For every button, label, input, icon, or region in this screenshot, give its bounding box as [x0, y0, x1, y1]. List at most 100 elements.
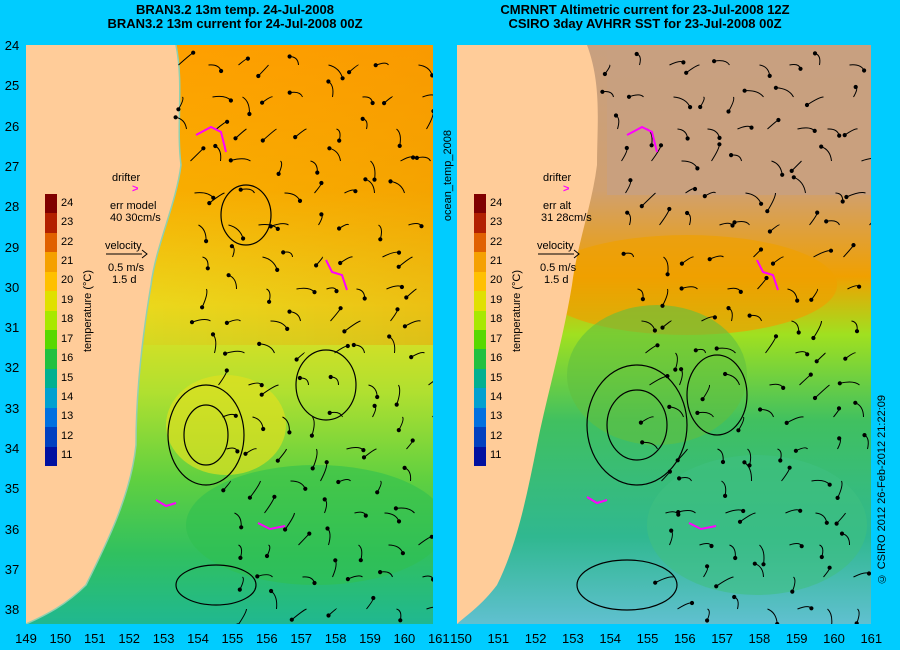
latitude-tick: 25 — [4, 78, 20, 94]
current-vector-head — [640, 440, 645, 445]
current-vector-head — [303, 486, 308, 491]
current-vector-head — [712, 59, 717, 64]
current-vector-head — [326, 613, 331, 618]
current-vector-head — [211, 195, 216, 200]
current-vector-head — [844, 194, 849, 200]
current-vector-head — [351, 342, 356, 348]
current-vector — [702, 384, 711, 400]
current-vector-head — [375, 490, 380, 495]
current-vector — [398, 256, 413, 268]
current-vector-head — [842, 133, 847, 138]
current-vector-head — [808, 372, 813, 377]
colorbar-swatch — [45, 427, 57, 448]
current-vector-head — [809, 297, 814, 302]
current-vector-head — [285, 326, 290, 331]
current-vector — [786, 416, 804, 424]
current-vector-head — [210, 332, 216, 337]
current-vector-head — [732, 220, 737, 225]
current-vector — [344, 320, 361, 332]
left-err-line2: 40 30cm/s — [110, 212, 161, 224]
colorbar-label: 20 — [490, 274, 503, 287]
current-vector-head — [360, 116, 365, 122]
current-vector-head — [297, 375, 302, 381]
longitude-tick-right: 152 — [524, 631, 547, 646]
longitude-tick-right: 161 — [860, 631, 883, 646]
current-vector-head — [431, 577, 433, 582]
right-err-line1: err alt — [543, 200, 572, 212]
current-vector-head — [780, 172, 785, 177]
current-vector-head — [765, 209, 770, 214]
current-vector-head — [789, 168, 794, 174]
current-vector — [766, 192, 776, 212]
current-vector-head — [843, 356, 848, 361]
current-vector-head — [375, 394, 380, 400]
current-vector — [827, 608, 833, 624]
left-map — [26, 45, 433, 624]
current-vector-head — [828, 248, 834, 253]
current-vector-head — [804, 102, 810, 108]
current-vector-head — [255, 574, 260, 579]
current-vector-head — [260, 100, 265, 105]
colorbar-swatch — [45, 368, 57, 389]
current-vector-head — [712, 315, 717, 320]
colorbar-label: 22 — [490, 235, 503, 248]
right-eddies — [576, 354, 748, 611]
current-vector-head — [173, 115, 178, 120]
current-vector-head — [639, 204, 644, 209]
current-vector-head — [225, 119, 230, 124]
current-vector — [291, 608, 307, 621]
current-vector-head — [681, 60, 686, 65]
current-vector-head — [324, 460, 329, 465]
colorbar-swatch — [45, 232, 57, 253]
current-vector-head — [770, 261, 776, 266]
right-colorbar: 24 23 22 21 20 19 18 17 16 15 14 13 12 11 — [474, 194, 514, 467]
current-vector-head — [677, 476, 682, 481]
current-vector-head — [702, 194, 707, 199]
current-vector-head — [600, 89, 605, 94]
current-vector-head — [245, 56, 250, 61]
left-speed: 0.5 m/s — [108, 262, 145, 274]
current-vector-head — [259, 392, 264, 397]
current-vector — [716, 347, 736, 354]
current-vector-head — [791, 175, 796, 180]
current-vector-head — [685, 210, 690, 216]
longitude-tick-right: 154 — [599, 631, 622, 646]
current-vector — [262, 128, 277, 141]
current-vector-head — [812, 51, 818, 56]
current-vector-head — [358, 558, 363, 563]
current-vector-head — [243, 451, 248, 456]
current-vector-head — [809, 606, 814, 611]
current-vector-head — [223, 351, 228, 356]
longitude-tick-left: 157 — [290, 631, 313, 646]
right-title-line1: CMRNRT Altimetric current for 23-Jul-200… — [500, 2, 790, 17]
current-vector-head — [257, 341, 262, 346]
current-vector-head — [814, 359, 819, 364]
latitude-tick: 26 — [4, 118, 20, 134]
current-vector-head — [824, 219, 829, 224]
colorbar-swatch — [45, 213, 57, 234]
current-vector-head — [238, 555, 243, 561]
colorbar-label: 13 — [61, 410, 74, 423]
current-vector-head — [819, 144, 824, 149]
left-velocity-label: velocity — [105, 240, 142, 252]
colorbar-swatch — [45, 291, 57, 312]
colorbar-swatch — [45, 446, 57, 467]
left-velocity-arrow — [106, 249, 148, 262]
colorbar-swatch — [45, 349, 57, 370]
current-vector — [641, 192, 656, 207]
current-vector — [846, 192, 866, 198]
current-vector — [230, 158, 251, 162]
current-vector-head — [269, 588, 274, 594]
longitude-tick-left: 153 — [152, 631, 175, 646]
current-vector-head — [692, 186, 698, 192]
colorbar-swatch — [474, 310, 486, 331]
right-duration: 1.5 d — [544, 274, 569, 286]
current-vector-head — [866, 571, 871, 576]
current-vector — [311, 416, 315, 436]
longitude-tick-left: 151 — [83, 631, 106, 646]
current-vector-head — [327, 410, 332, 415]
right-velocity-arrow — [538, 249, 580, 262]
current-vector-head — [293, 135, 298, 140]
current-vector-head — [836, 406, 842, 411]
left-current-vectors — [173, 50, 433, 624]
